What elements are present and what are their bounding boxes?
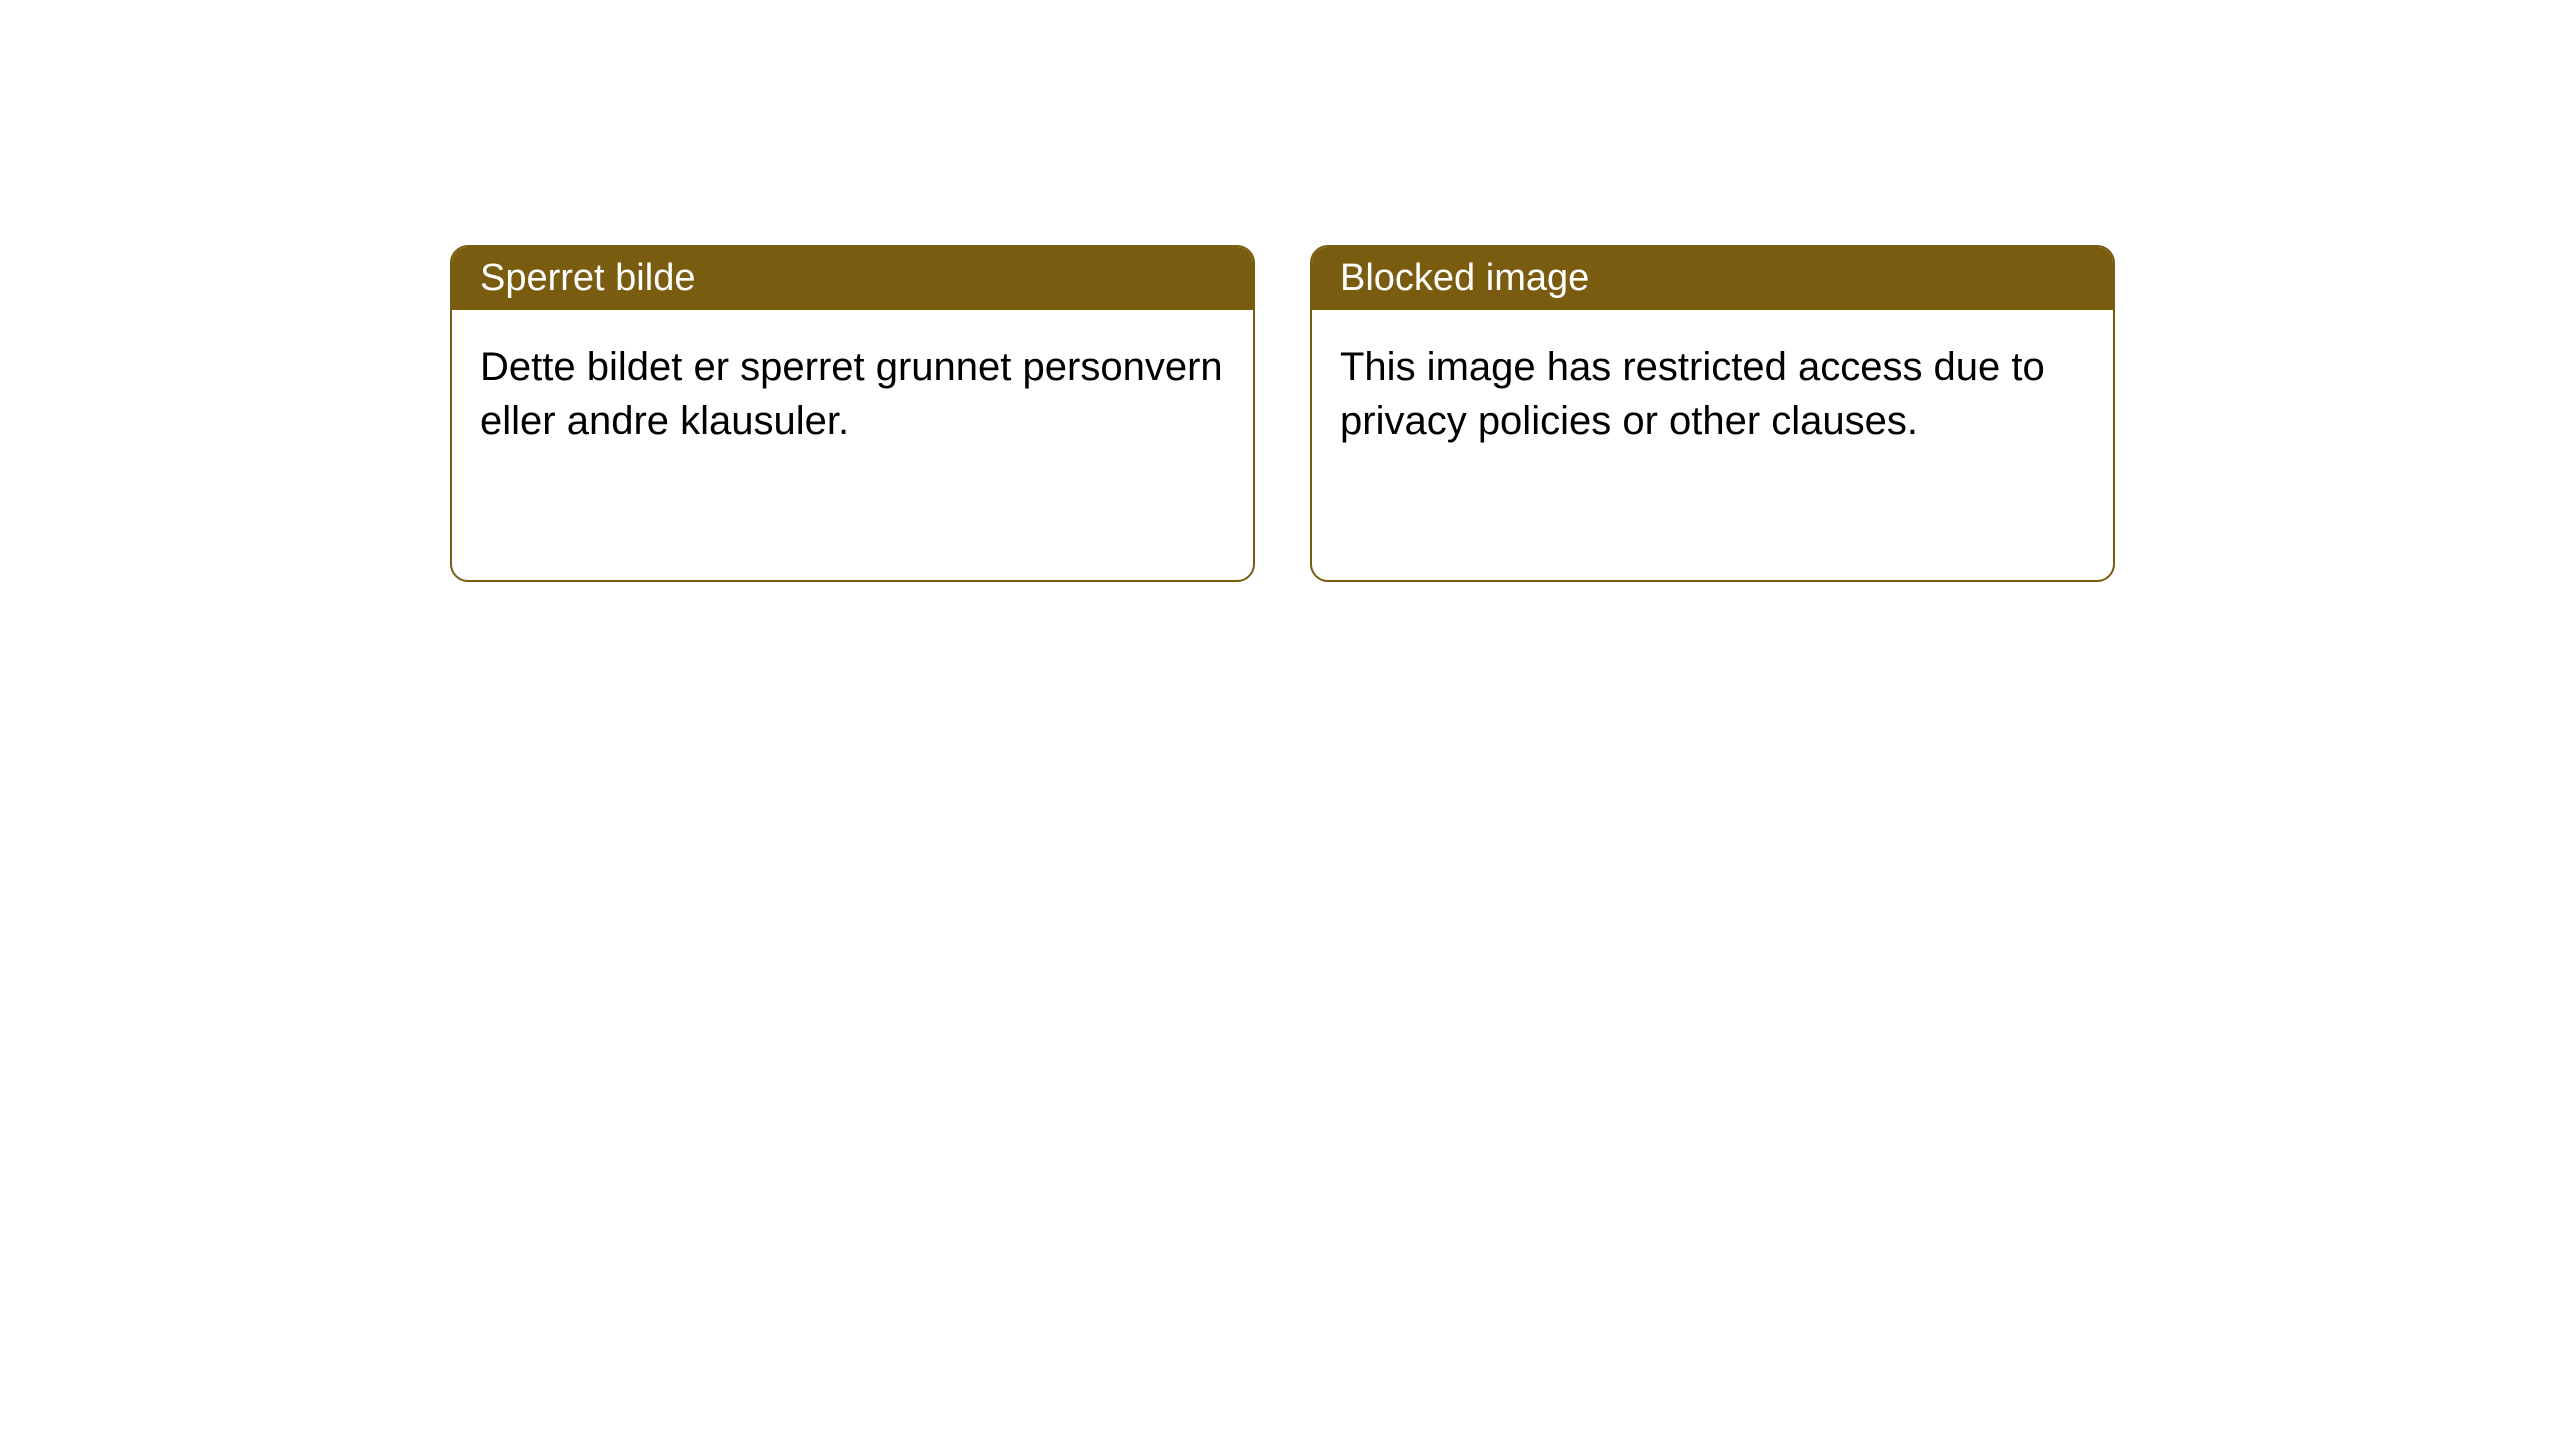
notice-body-en: This image has restricted access due to … xyxy=(1312,310,2113,580)
notice-container: Sperret bilde Dette bildet er sperret gr… xyxy=(450,245,2115,582)
notice-header-no: Sperret bilde xyxy=(452,247,1253,310)
notice-title-no: Sperret bilde xyxy=(480,257,695,299)
notice-header-en: Blocked image xyxy=(1312,247,2113,310)
notice-title-en: Blocked image xyxy=(1340,257,1589,299)
notice-card-no: Sperret bilde Dette bildet er sperret gr… xyxy=(450,245,1255,582)
notice-card-en: Blocked image This image has restricted … xyxy=(1310,245,2115,582)
notice-body-no: Dette bildet er sperret grunnet personve… xyxy=(452,310,1253,580)
notice-text-en: This image has restricted access due to … xyxy=(1340,345,2045,443)
notice-text-no: Dette bildet er sperret grunnet personve… xyxy=(480,345,1223,443)
